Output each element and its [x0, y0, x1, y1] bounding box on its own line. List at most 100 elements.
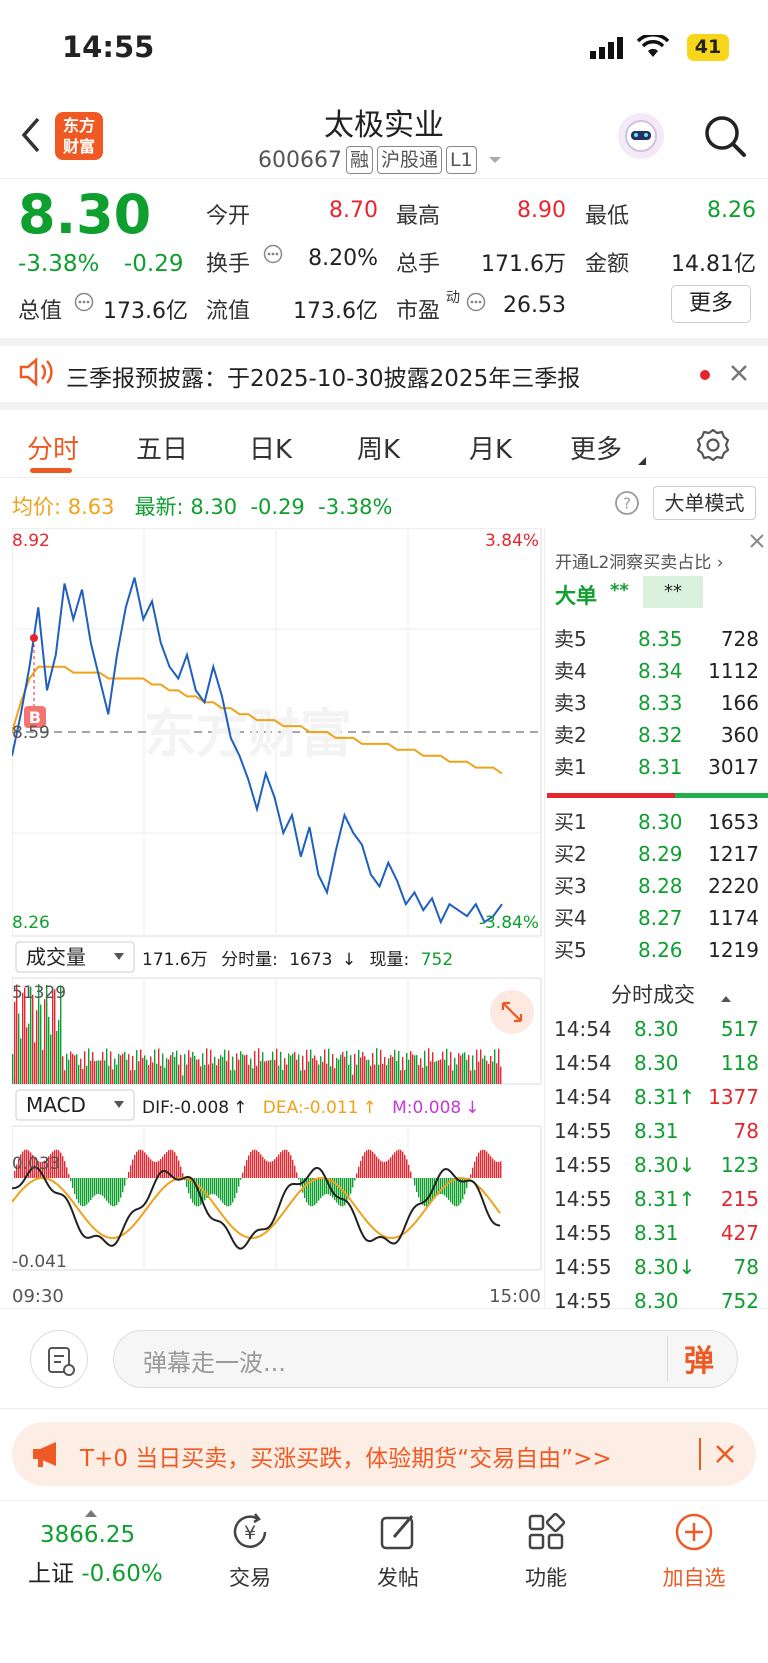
sell-level-4[interactable]: 卖2 8.32 360	[554, 719, 759, 751]
big-order-label: 大单	[555, 584, 597, 608]
macd-selector[interactable]	[15, 1089, 135, 1121]
assistant-avatar-icon[interactable]	[618, 113, 664, 159]
news-feed-icon[interactable]	[30, 1330, 88, 1388]
tab-monthly-k[interactable]: 月K	[469, 435, 513, 465]
intraday-chart[interactable]: 东方财富 B 8.92 3.84% 8.59 8.26 -3.84% 成交量 1…	[12, 528, 542, 1308]
trade-volume: 1377	[708, 1085, 759, 1109]
big-order-mode-button[interactable]: 大单模式	[653, 486, 756, 520]
sell-level-1[interactable]: 卖5 8.35 728	[554, 623, 759, 655]
macd-bar	[42, 1161, 44, 1178]
buy-level-1[interactable]: 买1 8.30 1653	[554, 806, 759, 838]
help-icon[interactable]: ?	[614, 490, 640, 520]
back-icon[interactable]	[18, 115, 44, 159]
buy-marker[interactable]	[24, 706, 46, 728]
volume-bar	[378, 1064, 380, 1084]
macd-bar	[396, 1150, 398, 1178]
sell-level-volume: 166	[720, 691, 759, 715]
macd-bar	[214, 1178, 216, 1195]
tab-more[interactable]: 更多	[570, 435, 623, 465]
nav-add-watchlist[interactable]: 加自选	[634, 1510, 754, 1592]
turnover-value: 8.20%	[308, 246, 378, 271]
volume-bar	[438, 1060, 440, 1084]
volume-bar	[416, 1055, 418, 1084]
macd-bar	[16, 1164, 18, 1178]
macd-bar	[420, 1178, 422, 1202]
macd-bar	[248, 1155, 250, 1178]
macd-bar	[382, 1161, 384, 1178]
macd-bar	[90, 1178, 92, 1200]
macd-bar	[32, 1154, 34, 1178]
buy-level-volume: 1217	[708, 842, 759, 866]
macd-bar	[48, 1156, 50, 1178]
info-dots-icon[interactable]	[74, 292, 94, 316]
index-widget[interactable]: 3866.25 上证 -0.60%	[18, 1503, 178, 1588]
svg-text:?: ?	[623, 495, 631, 513]
buy-level-5[interactable]: 买5 8.26 1219	[554, 934, 759, 966]
promo-close-icon[interactable]	[714, 1443, 736, 1469]
comment-input[interactable]	[113, 1330, 738, 1388]
volume-bar	[136, 1050, 138, 1084]
macd-bar	[426, 1178, 428, 1207]
volume-bar	[326, 1063, 328, 1084]
volume-bar	[24, 987, 26, 1084]
volume-bar	[208, 1064, 210, 1084]
macd-bar	[412, 1178, 414, 1179]
l2-close-icon[interactable]	[748, 532, 766, 554]
nav-functions[interactable]: 功能	[486, 1510, 606, 1592]
promo-banner[interactable]	[12, 1422, 756, 1486]
volume-bar	[420, 1058, 422, 1084]
buy-level-3[interactable]: 买3 8.28 2220	[554, 870, 759, 902]
dif-line	[12, 1166, 501, 1250]
volume-selector[interactable]	[15, 941, 135, 973]
tab-daily-k[interactable]: 日K	[249, 435, 293, 465]
sell-level-2[interactable]: 卖4 8.34 1112	[554, 655, 759, 687]
tab-five-day[interactable]: 五日	[136, 435, 189, 465]
volume-bar	[94, 1060, 96, 1084]
volume-bar	[248, 1064, 250, 1084]
macd-bar	[52, 1151, 54, 1178]
notice-text[interactable]: 三季报预披露：于2025-10-30披露2025年三季报	[66, 366, 581, 392]
macd-bar	[176, 1155, 178, 1178]
macd-bar	[196, 1178, 198, 1207]
buy-level-4[interactable]: 买4 8.27 1174	[554, 902, 759, 934]
tab-intraday[interactable]: 分时	[27, 435, 80, 465]
more-quote-button[interactable]: 更多	[671, 285, 751, 323]
danmaku-send-button[interactable]: 弹	[684, 1344, 714, 1379]
settings-gear-icon[interactable]	[696, 428, 730, 466]
macd-bar	[492, 1158, 494, 1178]
macd-bar	[296, 1172, 298, 1178]
volume-selector-caret-icon	[114, 953, 124, 960]
macd-bar	[62, 1156, 64, 1178]
volume-bar	[406, 1053, 408, 1084]
volume-bar	[400, 1070, 402, 1084]
macd-bar	[428, 1178, 430, 1206]
trades-collapse-icon[interactable]	[720, 988, 732, 1007]
volume-bar	[226, 1061, 228, 1084]
buy-level-2[interactable]: 买2 8.29 1217	[554, 838, 759, 870]
buy-level-volume: 2220	[708, 874, 759, 898]
macd-bar	[228, 1178, 230, 1207]
search-icon[interactable]	[703, 114, 747, 162]
trades-title[interactable]: 分时成交	[611, 983, 695, 1007]
l2-promo[interactable]: 开通L2洞察买卖占比 ›	[555, 553, 724, 573]
macd-bar	[340, 1178, 342, 1207]
eastmoney-logo: 东方 财富	[55, 112, 103, 160]
info-dots-icon[interactable]	[263, 244, 283, 268]
close-icon[interactable]	[729, 363, 749, 387]
macd-bar	[72, 1178, 74, 1188]
stock-code-row[interactable]: 600667 融 沪股通 L1	[258, 146, 503, 174]
nav-trade[interactable]: ¥ 交易	[190, 1510, 310, 1592]
macd-bar	[490, 1156, 492, 1178]
macd-bar	[96, 1178, 98, 1195]
sell-level-3[interactable]: 卖3 8.33 166	[554, 687, 759, 719]
macd-bar	[114, 1178, 116, 1207]
tab-weekly-k[interactable]: 周K	[357, 435, 401, 465]
sell-level-5[interactable]: 卖1 8.31 3017	[554, 751, 759, 783]
macd-bar	[120, 1178, 122, 1198]
nav-post[interactable]: 发帖	[338, 1510, 458, 1592]
buy-level-label: 买3	[554, 874, 587, 898]
macd-bar	[470, 1174, 472, 1178]
volume-bar	[120, 1055, 122, 1084]
macd-bar	[124, 1178, 126, 1186]
info-dots-icon[interactable]	[466, 292, 486, 316]
